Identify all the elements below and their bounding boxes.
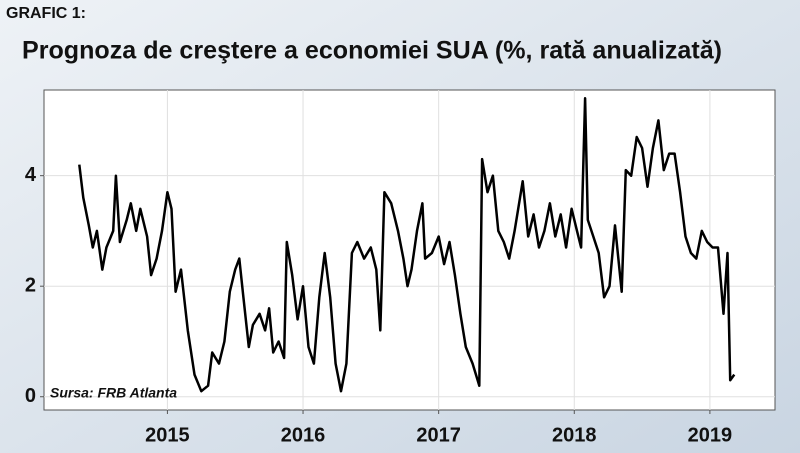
x-tick-label: 2019	[688, 424, 733, 446]
y-tick-label: 4	[25, 164, 37, 186]
x-tick-label: 2018	[552, 424, 597, 446]
x-tick-label: 2017	[416, 424, 461, 446]
source-note: Sursa: FRB Atlanta	[50, 385, 177, 401]
plot-area	[43, 89, 776, 411]
y-tick-label: 2	[25, 274, 36, 296]
data-line	[78, 97, 736, 393]
x-tick-label: 2015	[145, 424, 190, 446]
x-tick-label: 2016	[281, 424, 326, 446]
chart-label: GRAFIC 1:	[6, 5, 86, 22]
y-tick-label: 0	[25, 385, 36, 407]
chart-title: Prognoza de creştere a economiei SUA (%,…	[22, 37, 722, 65]
